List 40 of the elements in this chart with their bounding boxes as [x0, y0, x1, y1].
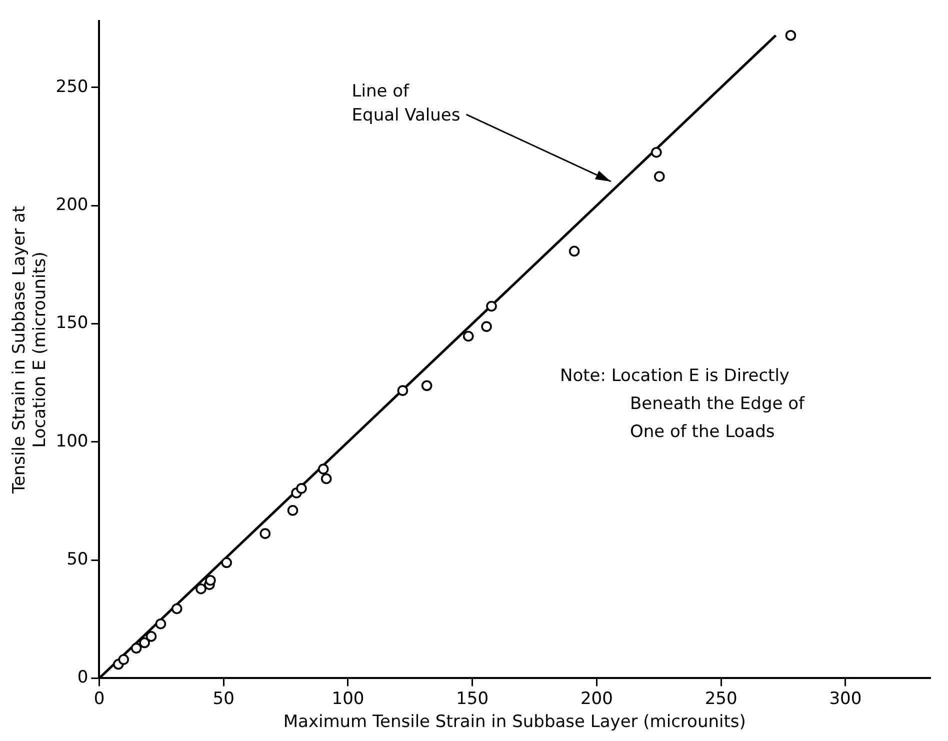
y-tick-label: 200	[56, 194, 88, 215]
x-axis-title: Maximum Tensile Strain in Subbase Layer (microunits)	[283, 712, 746, 732]
x-tick-label: 300	[829, 688, 862, 709]
point	[397, 385, 408, 396]
point	[654, 171, 665, 182]
x-tick-label: 250	[704, 688, 738, 709]
x-tick-label: 50	[212, 688, 234, 709]
x-tick-label: 150	[456, 688, 489, 709]
y-tick-label: 250	[56, 76, 88, 97]
point	[155, 618, 166, 630]
point	[318, 464, 329, 474]
annotation: Note: Location E is Directly Beneath the Edge of One of the Loads	[560, 366, 806, 442]
point	[481, 321, 492, 332]
point	[486, 300, 497, 312]
point	[130, 642, 142, 654]
y-tick-label: 150	[56, 313, 88, 334]
x-tick-label: 0	[94, 688, 105, 709]
point	[296, 483, 307, 494]
annotation: Line of Equal Values	[352, 81, 460, 126]
point	[287, 505, 298, 516]
point	[146, 630, 157, 642]
point	[568, 246, 580, 257]
y-tick-label: 0	[77, 668, 88, 688]
y-axis-title: Tensile Strain in Subbase Layer at Location E (microunits)	[10, 206, 50, 495]
y-tick-label: 100	[56, 431, 88, 452]
x-tick-label: 200	[580, 688, 613, 709]
y-tick-label: 50	[66, 549, 88, 570]
point	[171, 603, 182, 614]
point	[205, 574, 216, 586]
point	[196, 583, 206, 594]
point	[221, 557, 232, 568]
point	[139, 637, 150, 648]
point	[260, 528, 271, 539]
point	[421, 380, 432, 392]
point	[462, 330, 474, 342]
point	[118, 654, 130, 665]
point	[320, 473, 332, 484]
point	[785, 30, 796, 41]
point	[651, 146, 662, 158]
x-tick-label: 100	[332, 688, 364, 709]
